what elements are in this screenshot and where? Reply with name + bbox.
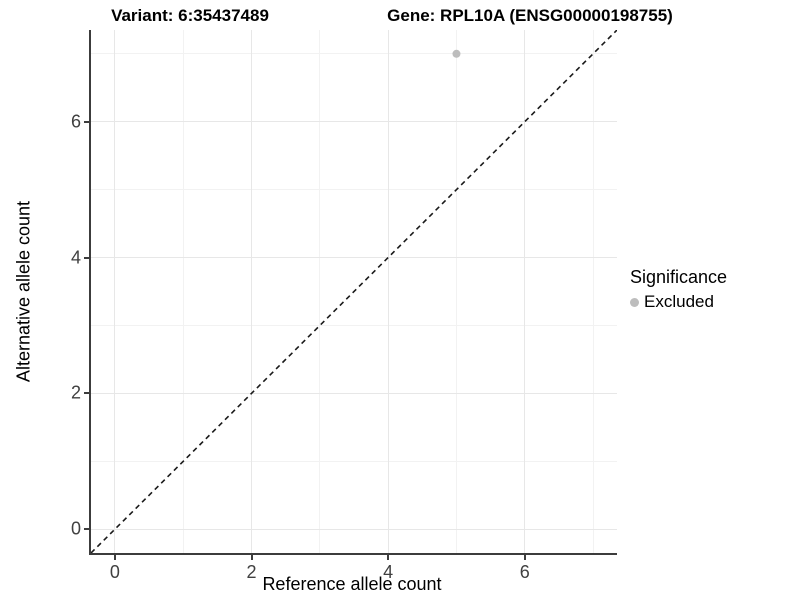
major-gridline [91,528,617,530]
y-axis-title: Alternative allele count [13,200,34,383]
minor-gridline [592,30,594,553]
x-axis-tick-label: 0 [109,562,120,582]
data-points-group [452,49,461,58]
minor-gridline [455,30,457,553]
minor-gridline [91,460,617,462]
minor-gridline [91,324,617,326]
y-axis-tick [84,256,89,259]
x-axis-tick [250,555,253,560]
legend-title: Significance [630,267,728,287]
x-axis-tick [387,555,390,560]
x-axis-tick-label: 4 [383,562,394,582]
plot-canvas [91,30,617,553]
x-axis-tick-label: 2 [246,562,257,582]
data-point [452,49,461,58]
minor-gridline [91,189,617,191]
gene-title: Gene: RPL10A (ENSG00000198755) [387,6,673,25]
major-gridline [91,257,617,259]
y-axis-tick-label: 4 [70,247,81,268]
major-gridline [387,30,389,553]
excluded-point-icon [630,297,639,307]
y-axis-tick-label: 6 [70,111,81,132]
y-axis-tick [84,120,89,123]
plot-panel [89,30,617,555]
legend-entry-label: Excluded [644,292,714,311]
x-axis-tick [523,555,526,560]
x-axis-title: Reference allele count [262,574,442,594]
major-gridline [91,121,617,123]
variant-title: Variant: 6:35437489 [111,6,269,25]
x-axis-tick [113,555,116,560]
legend: Significance Excluded [630,267,727,312]
minor-gridline [319,30,321,553]
y-axis-tick [84,392,89,395]
major-gridline [91,392,617,394]
minor-gridline [91,53,617,55]
y-axis-tick-label: 0 [70,518,81,539]
major-gridline [114,30,116,553]
minor-gridline [182,30,184,553]
y-axis-tick-label: 2 [70,382,81,403]
y-axis-tick [84,528,89,531]
major-gridline [524,30,526,553]
major-gridline [251,30,253,553]
x-axis-tick-label: 6 [519,562,530,582]
legend-entry-excluded: Excluded [630,292,727,312]
identity-reference-line [91,30,617,553]
